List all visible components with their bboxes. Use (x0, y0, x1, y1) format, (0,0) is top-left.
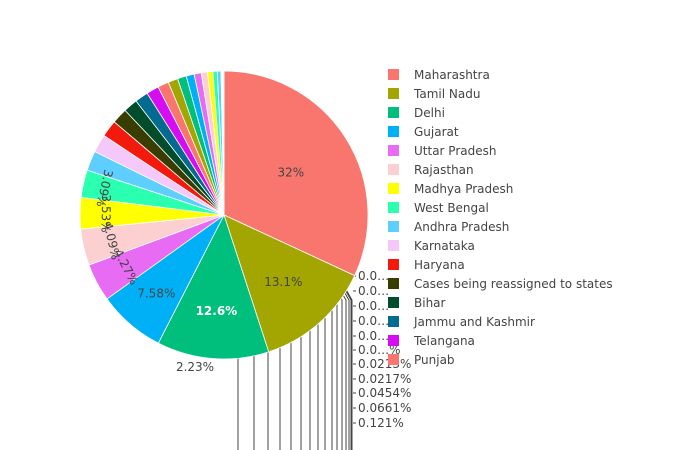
legend-swatch (388, 240, 399, 251)
legend-item[interactable]: Rajasthan (388, 160, 613, 179)
legend-label: Karnataka (414, 238, 475, 253)
legend-swatch (388, 316, 399, 327)
legend-item[interactable]: Punjab (388, 350, 613, 369)
legend-swatch (388, 202, 399, 213)
slice-label: 0.0… (358, 314, 389, 328)
legend-label: Telangana (414, 333, 475, 348)
legend-label: Maharashtra (414, 67, 490, 82)
legend-label: Haryana (414, 257, 465, 272)
slice-label: 0.121% (358, 416, 404, 430)
legend-item[interactable]: Delhi (388, 103, 613, 122)
legend-item[interactable]: Jammu and Kashmir (388, 312, 613, 331)
legend-label: Gujarat (414, 124, 459, 139)
legend-swatch (388, 221, 399, 232)
slice-label: 32% (277, 165, 304, 179)
slice-label: 0.0… (358, 329, 389, 343)
slice-labels: 32%13.1%12.6%7.58%4.27%4.09%3.53%3.09%2.… (94, 165, 412, 430)
slice-label: 2.23% (176, 360, 214, 374)
legend-swatch (388, 145, 399, 156)
slice-label: 0.0… (358, 269, 389, 283)
legend-item[interactable]: Madhya Pradesh (388, 179, 613, 198)
legend-swatch (388, 164, 399, 175)
slice-label: 3.53% (99, 194, 113, 232)
legend-swatch (388, 126, 399, 137)
legend-swatch (388, 335, 399, 346)
legend-item[interactable]: Gujarat (388, 122, 613, 141)
legend-label: Delhi (414, 105, 445, 120)
legend-item[interactable]: Tamil Nadu (388, 84, 613, 103)
legend-label: Punjab (414, 352, 455, 367)
legend-label: Cases being reassigned to states (414, 276, 613, 291)
legend-label: Bihar (414, 295, 446, 310)
legend-item[interactable]: Haryana (388, 255, 613, 274)
legend-item[interactable]: Uttar Pradesh (388, 141, 613, 160)
legend-swatch (388, 259, 399, 270)
legend-label: West Bengal (414, 200, 489, 215)
slice-label: 7.58% (137, 287, 175, 301)
legend-swatch (388, 88, 399, 99)
legend-item[interactable]: Maharashtra (388, 65, 613, 84)
pie-slice[interactable] (223, 214, 356, 353)
legend-swatch (388, 69, 399, 80)
slice-label: 0.0661% (358, 401, 411, 415)
pie-slice[interactable] (157, 213, 270, 360)
legend-item[interactable]: Andhra Pradesh (388, 217, 613, 236)
legend-swatch (388, 297, 399, 308)
slice-label: 12.6% (196, 304, 238, 318)
legend-item[interactable]: Bihar (388, 293, 613, 312)
slice-label: 0.0… (358, 284, 389, 298)
legend-label: Andhra Pradesh (414, 219, 510, 234)
pie-slices (79, 70, 369, 360)
slice-label: 0.0… (358, 299, 389, 313)
slice-label: 0.0217% (358, 372, 411, 386)
legend-item[interactable]: Telangana (388, 331, 613, 350)
legend-label: Jammu and Kashmir (414, 314, 535, 329)
legend-swatch (388, 354, 399, 365)
legend-swatch (388, 107, 399, 118)
legend-item[interactable]: West Bengal (388, 198, 613, 217)
legend-label: Uttar Pradesh (414, 143, 497, 158)
legend-label: Rajasthan (414, 162, 474, 177)
slice-label: 13.1% (264, 275, 302, 289)
legend-swatch (388, 278, 399, 289)
legend-label: Madhya Pradesh (414, 181, 514, 196)
slice-label: 0.0454% (358, 386, 411, 400)
legend: Maharashtra Tamil Nadu Delhi Gujarat Uttar P… (388, 65, 613, 369)
legend-item[interactable]: Karnataka (388, 236, 613, 255)
legend-item[interactable]: Cases being reassigned to states (388, 274, 613, 293)
legend-label: Tamil Nadu (414, 86, 481, 101)
pie-slice[interactable] (223, 70, 369, 277)
slice-label: 0.0…% (358, 343, 401, 357)
legend-swatch (388, 183, 399, 194)
